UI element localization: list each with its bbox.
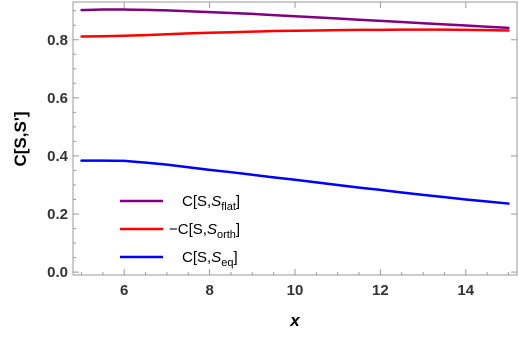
y-tick-label: 0.2 bbox=[47, 206, 68, 223]
y-tick-label: 0.8 bbox=[47, 32, 68, 49]
y-tick-label: 0.4 bbox=[47, 148, 69, 165]
legend-label-flat: C[S,Sflat] bbox=[182, 193, 240, 213]
x-tick-label: 10 bbox=[287, 282, 304, 299]
plot-frame bbox=[72, 1, 518, 276]
ticks-layer: 6 8 10 12 14 0.0 0.2 0.4 0.6 0.8 bbox=[47, 2, 517, 299]
y-tick-label: 0.0 bbox=[47, 264, 68, 281]
legend-label-orth: −C[S,Sorth] bbox=[169, 221, 240, 241]
legend: C[S,Sflat] −C[S,Sorth] C[S,Seq] bbox=[120, 193, 240, 269]
series-layer bbox=[80, 8, 510, 205]
legend-label-eq: C[S,Seq] bbox=[182, 249, 238, 269]
series-line-eq bbox=[80, 159, 510, 205]
x-tick-label: 8 bbox=[205, 282, 213, 299]
series-line-flat bbox=[80, 8, 510, 30]
series-line-orth bbox=[80, 28, 510, 38]
x-axis-title: x bbox=[289, 311, 301, 330]
x-tick-label: 6 bbox=[120, 282, 128, 299]
y-axis-title: C[S,S'] bbox=[11, 111, 30, 166]
x-tick-label: 14 bbox=[457, 282, 474, 299]
x-tick-label: 12 bbox=[372, 282, 389, 299]
y-tick-label: 0.6 bbox=[47, 90, 68, 107]
